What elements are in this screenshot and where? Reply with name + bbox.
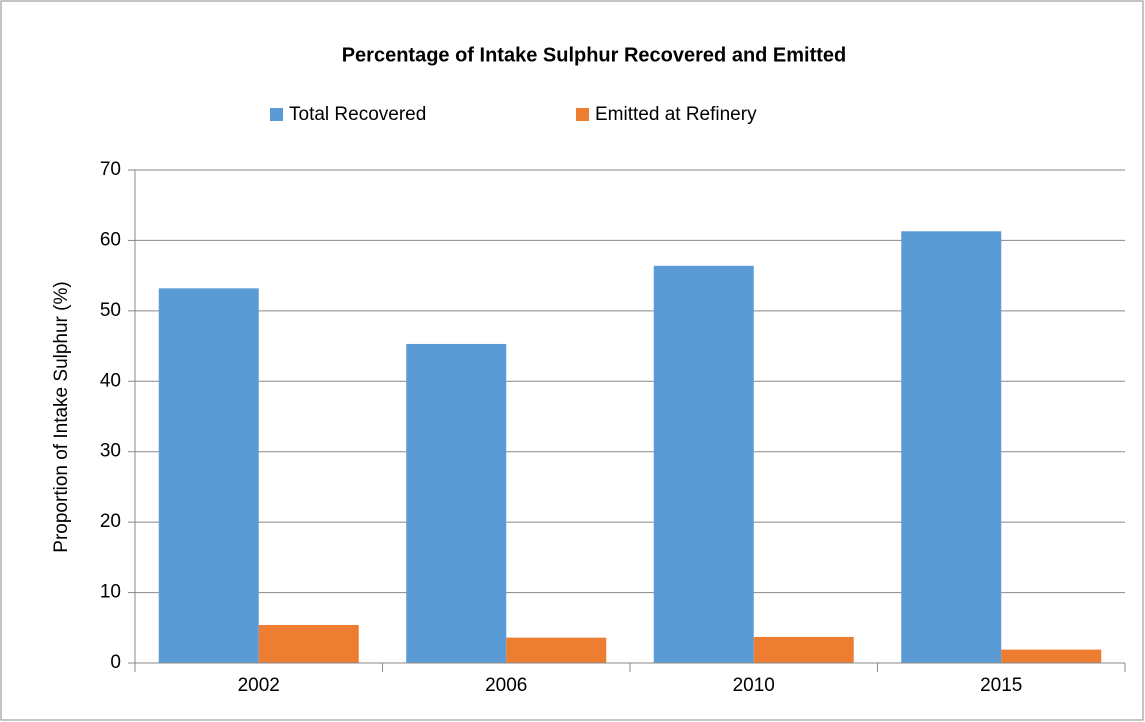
y-tick-label: 50 — [100, 300, 121, 321]
y-tick-label: 20 — [100, 511, 121, 532]
x-tick-label: 2010 — [733, 675, 775, 696]
bar — [753, 636, 854, 663]
chart-title: Percentage of Intake Sulphur Recovered a… — [342, 44, 847, 66]
bar — [406, 343, 507, 663]
bar — [258, 624, 359, 663]
bar — [506, 637, 607, 663]
y-tick-label: 10 — [100, 582, 121, 603]
x-tick-label: 2006 — [485, 675, 527, 696]
bar — [653, 265, 754, 663]
y-tick-label: 70 — [100, 159, 121, 180]
legend-label: Total Recovered — [289, 104, 426, 125]
bar — [158, 288, 259, 663]
bar — [901, 231, 1002, 663]
legend-swatch — [576, 108, 589, 121]
y-tick-label: 60 — [100, 229, 121, 250]
legend-swatch — [270, 108, 283, 121]
x-tick-label: 2002 — [238, 675, 280, 696]
y-axis-label: Proportion of Intake Sulphur (%) — [51, 281, 72, 552]
y-tick-label: 30 — [100, 441, 121, 462]
y-tick-label: 0 — [110, 652, 121, 673]
legend-label: Emitted at Refinery — [595, 104, 757, 125]
bar — [1001, 649, 1102, 663]
y-tick-label: 40 — [100, 370, 121, 391]
x-tick-label: 2015 — [980, 675, 1022, 696]
